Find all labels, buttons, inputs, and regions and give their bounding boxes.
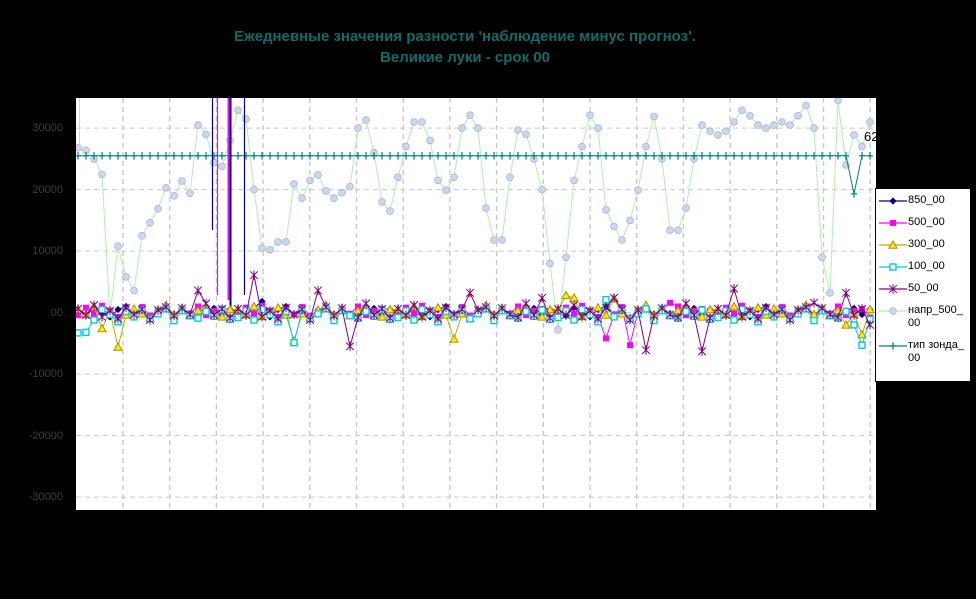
y-axis-tick-label: -30000: [28, 491, 63, 504]
chart-title-line1: Ежедневные значения разности 'наблюдение…: [234, 28, 696, 45]
legend-triangle-icon: [879, 239, 907, 249]
legend-item-label: 500_00: [908, 216, 945, 228]
legend-item-label: 300_00: [908, 238, 945, 250]
chart-title-line2: Великие луки - срок 00: [380, 49, 550, 66]
y-axis-tick-label: 00: [50, 306, 63, 319]
legend-item-label: 100_00: [908, 260, 945, 272]
legend-circle-icon: [879, 307, 907, 315]
legend-square-icon: [879, 220, 907, 226]
legend-item-label: тип зонда_00: [908, 339, 964, 364]
legend-item-label: 50_00: [908, 282, 939, 294]
legend-item: 50_00: [878, 282, 968, 295]
legend-item: напр_500_00: [878, 304, 968, 330]
y-axis-tick-label: 10000: [32, 245, 63, 258]
legend-item-label: 850_00: [908, 194, 945, 206]
y-axis-tick-label: -20000: [28, 429, 63, 442]
legend-open-square-icon: [879, 263, 907, 271]
legend: 850_00 500_00 300_00 100_00 50_00 напр_500_00…: [875, 188, 971, 382]
y-axis-tick-label: -10000: [28, 368, 63, 381]
legend-item: 500_00: [878, 216, 968, 229]
legend-item: 850_00: [878, 194, 968, 207]
legend-plus-icon: [879, 342, 907, 350]
svg-text:62: 62: [864, 129, 878, 144]
legend-diamond-icon: [879, 197, 907, 205]
legend-star6-icon: [879, 284, 907, 294]
y-axis-tick-label: 30000: [32, 122, 63, 135]
legend-item: 300_00: [878, 238, 968, 251]
legend-item: 100_00: [878, 260, 968, 273]
y-axis-tick-label: 20000: [32, 183, 63, 196]
legend-item-label: напр_500_00: [908, 304, 963, 329]
legend-item: тип зонда_00: [878, 339, 968, 365]
